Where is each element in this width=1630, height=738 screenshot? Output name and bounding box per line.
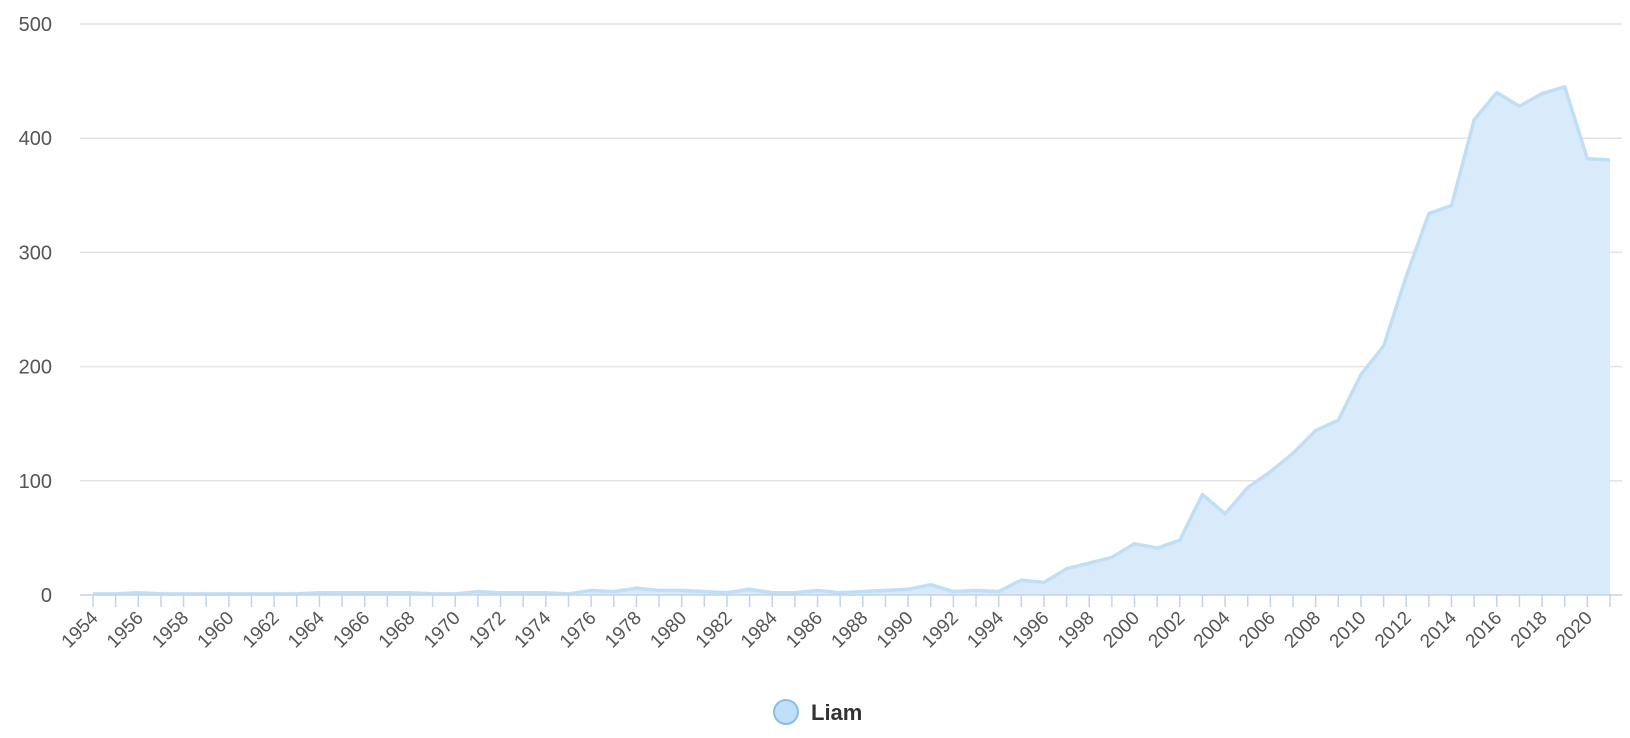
x-tick-label: 1984: [737, 607, 782, 652]
x-tick-label: 1970: [420, 608, 465, 653]
x-tick-label: 1990: [873, 608, 918, 653]
x-tick-label: 1978: [601, 608, 646, 653]
x-tick-label: 1976: [556, 608, 601, 653]
x-tick-label: 1954: [58, 607, 103, 652]
y-tick-label: 0: [41, 585, 52, 607]
x-tick-label: 1996: [1009, 608, 1054, 653]
x-tick-label: 2006: [1235, 608, 1280, 653]
x-tick-label: 2008: [1280, 608, 1325, 653]
x-tick-label: 1972: [465, 608, 510, 653]
x-tick-label: 1992: [918, 608, 963, 653]
y-tick-label: 400: [19, 128, 52, 150]
legend-label-liam[interactable]: Liam: [811, 700, 862, 725]
x-tick-label: 1974: [511, 607, 556, 652]
x-tick-label: 2018: [1507, 608, 1552, 653]
y-tick-label: 500: [19, 14, 52, 36]
y-axis-labels: 0 100 200 300 400 500: [19, 14, 52, 607]
x-tick-label: 1958: [148, 608, 193, 653]
series-line-liam: [93, 85, 1611, 596]
x-tick-label: 1994: [963, 607, 1008, 652]
x-tick-label: 1982: [692, 608, 737, 653]
x-tick-label: 2014: [1416, 607, 1461, 652]
x-tick-label: 1956: [103, 608, 148, 653]
x-tick-label: 2002: [1145, 608, 1190, 653]
series-area-liam: [93, 86, 1610, 595]
x-tick-label: 2000: [1099, 608, 1144, 653]
legend-marker-liam[interactable]: [773, 699, 799, 725]
x-tick-label: 1986: [782, 608, 827, 653]
x-tick-label: 2004: [1190, 607, 1235, 652]
x-tick-label: 2020: [1552, 608, 1597, 653]
y-tick-label: 300: [19, 242, 52, 264]
x-tick-label: 1998: [1054, 608, 1099, 653]
x-tick-label: 2010: [1326, 608, 1371, 653]
x-tick-label: 1960: [194, 608, 239, 653]
x-tick-label: 1968: [375, 608, 420, 653]
x-tick-label: 2012: [1371, 608, 1416, 653]
legend[interactable]: Liam: [773, 699, 862, 725]
x-tick-label: 2016: [1462, 608, 1507, 653]
y-tick-label: 100: [19, 471, 52, 493]
x-tick-label: 1966: [329, 608, 374, 653]
x-tick-label: 1962: [239, 608, 284, 653]
x-tick-label: 1964: [284, 607, 329, 652]
x-tick-label: 1980: [646, 608, 691, 653]
x-tick-label: 1988: [828, 608, 873, 653]
x-axis: 1954 1956 1958 1960 1962 1964 1966 1968 1970 1972…: [58, 594, 1622, 653]
y-tick-label: 200: [19, 357, 52, 379]
